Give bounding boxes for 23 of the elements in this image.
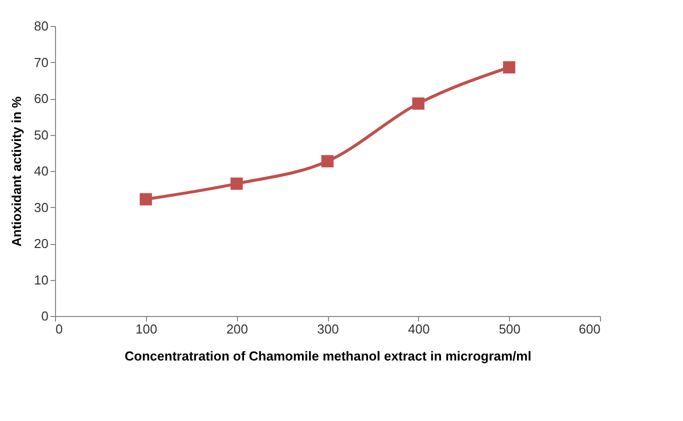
y-tick-label: 0 — [41, 308, 48, 324]
point — [503, 61, 516, 74]
x-tick-label: 0 — [56, 322, 63, 336]
x-tick-label: 100 — [135, 322, 158, 336]
y-tick-label: 20 — [34, 236, 48, 251]
y-tick-label: 10 — [34, 272, 48, 288]
y-tick-label: 80 — [34, 18, 48, 34]
point — [230, 178, 243, 190]
x-tick-label: 200 — [226, 322, 248, 336]
y-tick-label: 50 — [34, 127, 48, 142]
y-axis-title: Antioxidant activity in % — [9, 96, 24, 247]
y-tick-label: 70 — [34, 54, 48, 70]
point — [140, 193, 152, 206]
y-tick-label: 40 — [34, 164, 48, 178]
y-tick-label: 60 — [34, 91, 48, 106]
point — [321, 155, 334, 168]
x-tick-label: 500 — [498, 322, 521, 336]
x-axis-title: Concentratration of Chamomile methanol extract in microgram/ml — [124, 348, 532, 364]
y-tick-label: 30 — [34, 200, 48, 215]
x-tick-label: 600 — [578, 322, 600, 336]
x-tick-label: 400 — [408, 322, 430, 336]
x-tick-label: 300 — [317, 322, 339, 336]
point — [412, 97, 424, 110]
